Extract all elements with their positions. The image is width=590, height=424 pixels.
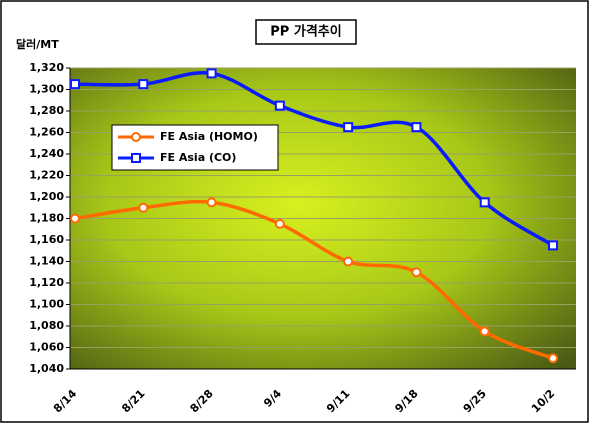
marker [479, 326, 490, 337]
marker [411, 267, 422, 278]
y-axis-label: 달러/MT [16, 37, 59, 51]
legend-marker [131, 153, 141, 163]
marker [274, 100, 285, 111]
y-tick-label: 1,100 [29, 298, 64, 311]
y-tick-label: 1,040 [29, 362, 64, 375]
marker [138, 202, 149, 213]
chart-title: PP 가격추이 [270, 24, 341, 40]
marker [70, 213, 80, 224]
marker [206, 197, 217, 208]
marker [70, 79, 80, 90]
y-tick-label: 1,060 [29, 341, 64, 354]
y-tick-label: 1,140 [29, 255, 64, 268]
y-tick-label: 1,080 [29, 319, 64, 332]
legend-marker [131, 132, 141, 142]
y-tick-label: 1,260 [29, 126, 64, 139]
marker [343, 256, 354, 267]
legend-label: FE Asia (CO) [160, 151, 236, 164]
series-line [74, 199, 554, 360]
y-tick-label: 1,160 [29, 233, 64, 246]
y-tick-label: 1,120 [29, 276, 64, 289]
marker [548, 240, 558, 251]
marker [548, 353, 558, 364]
legend-label: FE Asia (HOMO) [160, 130, 258, 143]
y-tick-label: 1,300 [29, 83, 64, 96]
y-tick-label: 1,220 [29, 169, 64, 182]
y-tick-label: 1,240 [29, 147, 64, 160]
marker [138, 79, 149, 90]
y-tick-label: 1,180 [29, 212, 64, 225]
marker [479, 197, 490, 208]
title-box [255, 19, 357, 45]
marker [411, 122, 422, 133]
marker [206, 68, 217, 79]
marker [274, 218, 285, 229]
marker [343, 122, 354, 133]
y-tick-label: 1,280 [29, 104, 64, 117]
y-tick-label: 1,320 [29, 61, 64, 74]
y-tick-label: 1,200 [29, 190, 64, 203]
